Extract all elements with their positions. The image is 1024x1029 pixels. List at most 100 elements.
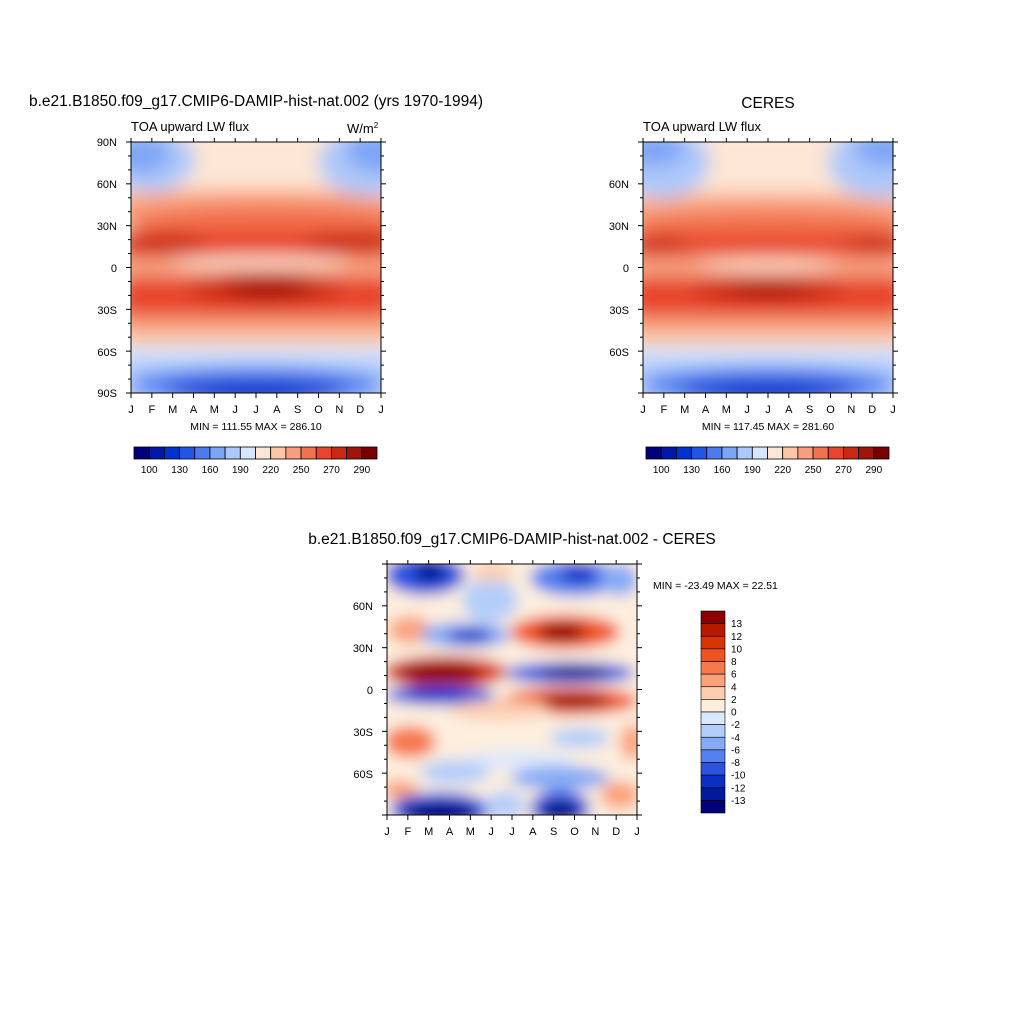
panel2-colorbar: 100 130 160 190 220 250 270 290 [645,446,890,476]
colorbar-box [843,446,860,460]
colorbar-label: 6 [731,670,737,681]
colorbar-box [239,446,256,460]
panel2-ylabel: 0 [623,263,629,275]
x-tick-label: A [446,826,454,838]
colorbar-label: -13 [731,796,746,807]
panel3-stats: MIN = -23.49 MAX = 22.51 [653,580,778,592]
colorbar-box [700,736,726,751]
x-tick-label: J [384,826,390,838]
x-tick-label: J [890,404,896,416]
panel1-variable-label: TOA upward LW flux [131,119,250,134]
x-tick-label: J [128,404,134,416]
panel1-units: W/m2 [347,121,379,136]
colorbar-label: 190 [744,465,761,476]
x-tick-label: A [273,404,281,416]
colorbar-box [361,446,378,460]
x-tick-label: J [378,404,384,416]
colorbar-label: -8 [731,758,740,769]
colorbar-box [675,446,692,460]
panel3-ticks [382,560,642,820]
x-tick-label: M [680,404,689,416]
colorbar-box [812,446,829,460]
panel2-stats: MIN = 117.45 MAX = 281.60 [702,421,834,433]
x-tick-label: O [570,826,579,838]
panel1-ylabel: 60N [97,179,117,191]
colorbar-box [797,446,814,460]
colorbar-box [331,446,348,460]
colorbar-label: -12 [731,783,746,794]
panel2-ylabel: 30S [609,305,629,317]
colorbar-label: 250 [805,465,822,476]
colorbar-label: 220 [774,465,791,476]
colorbar-box [285,446,302,460]
colorbar-box [346,446,363,460]
x-tick-label: J [634,826,640,838]
x-tick-label: N [847,404,855,416]
x-tick-label: D [868,404,876,416]
colorbar-box [700,661,726,675]
panel1-ylabel: 30S [97,305,117,317]
panel3-ylabel: 0 [367,685,373,697]
x-tick-label: O [826,404,835,416]
colorbar-box [706,446,723,460]
colorbar-label: 10 [731,644,743,655]
x-tick-label: M [466,826,475,838]
x-tick-label: M [424,826,433,838]
x-tick-label: S [294,404,301,416]
panel3-ylabel: 30N [353,643,373,655]
colorbar-label: 4 [731,682,737,693]
colorbar-label: 270 [835,465,852,476]
panel2-ylabel: 30N [609,221,629,233]
panel1-ylabel: 90S [97,388,117,400]
colorbar-label: 190 [232,465,249,476]
colorbar-box [315,446,332,460]
x-tick-label: J [640,404,646,416]
panel2-field [643,142,893,393]
x-tick-label: F [660,404,667,416]
panel3-ylabel: 60N [353,601,373,613]
colorbar-box [700,673,726,688]
panel1-colorbar: 100 130 160 190 220 250 270 290 [133,446,378,476]
colorbar-box [691,446,708,460]
colorbar-box [209,446,226,460]
panel3-ylabels: 60N 30N 0 30S 60S [353,601,373,781]
panel1-field [131,142,381,393]
colorbar-box [736,446,753,460]
colorbar-label: 100 [653,465,670,476]
colorbar-box [767,446,784,460]
x-tick-label: A [785,404,793,416]
x-tick-label: F [404,826,411,838]
colorbar-box [148,446,165,460]
colorbar-box [700,610,726,624]
colorbar-label: -2 [731,720,740,731]
colorbar-box [255,446,272,460]
colorbar-box [700,623,726,637]
panel3-ylabel: 60S [353,769,373,781]
colorbar-box [873,446,890,460]
colorbar-label: 13 [731,619,743,630]
colorbar-label: 8 [731,657,737,668]
panel1-ticks [126,138,386,398]
colorbar-label: 130 [683,465,700,476]
colorbar-label: 2 [731,695,737,706]
colorbar-box [270,446,287,460]
colorbar-box [700,635,726,650]
colorbar-box [782,446,799,460]
x-tick-label: A [702,404,710,416]
panel1-ylabel: 90N [97,137,117,149]
colorbar-box [721,446,738,460]
x-tick-label: M [168,404,177,416]
panel1-title: b.e21.B1850.f09_g17.CMIP6-DAMIP-hist-nat… [29,93,483,110]
x-tick-label: J [509,826,515,838]
x-tick-label: J [488,826,494,838]
x-tick-label: J [744,404,750,416]
panel3-title: b.e21.B1850.f09_g17.CMIP6-DAMIP-hist-nat… [308,531,716,548]
panel3-ylabel: 30S [353,727,373,739]
colorbar-box [858,446,875,460]
x-tick-label: M [722,404,731,416]
x-tick-label: F [148,404,155,416]
x-tick-label: J [232,404,238,416]
